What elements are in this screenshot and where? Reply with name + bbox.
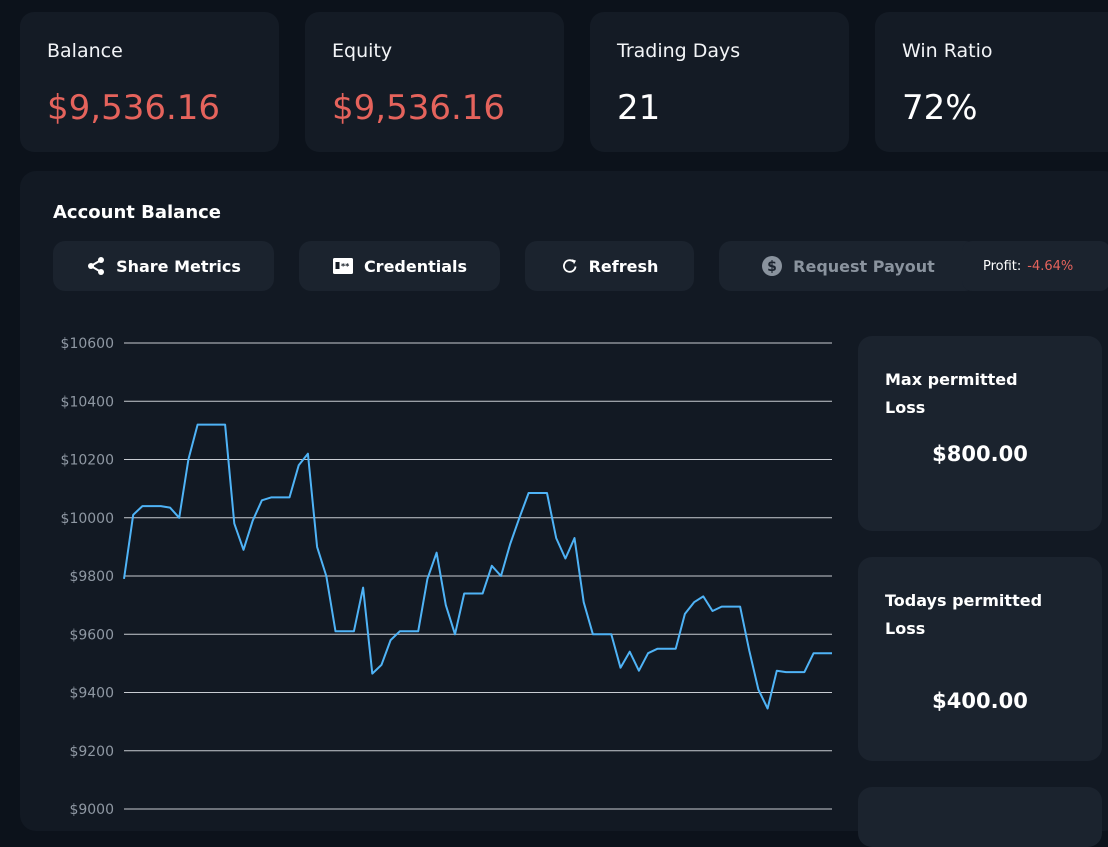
trading-days-value: 21 (617, 88, 661, 128)
y-tick-label: $9600 (69, 627, 114, 643)
request-payout-label: Request Payout (793, 256, 935, 276)
todays-permitted-loss-card: Todays permitted Loss $400.00 (858, 557, 1102, 761)
refresh-button[interactable]: Refresh (525, 241, 694, 291)
share-icon (86, 256, 106, 276)
account-balance-chart: $10600 $10400 $10200 $10000 $9800 $9600 $9400 $… (61, 336, 832, 818)
additional-card (858, 787, 1102, 847)
win-ratio-card: Win Ratio 72% (875, 12, 1108, 152)
refresh-label: Refresh (588, 256, 659, 276)
y-tick-label: $9200 (69, 744, 114, 760)
credentials-icon: ** (332, 257, 354, 275)
share-metrics-button[interactable]: Share Metrics (53, 241, 274, 291)
todays-permitted-loss-title: Todays permitted Loss (885, 591, 1043, 638)
max-permitted-loss-title: Max permitted Loss (885, 370, 1018, 417)
request-payout-button[interactable]: $ Request Payout (719, 241, 977, 291)
max-permitted-loss-card: Max permitted Loss $800.00 (858, 336, 1102, 531)
todays-permitted-loss-value: $400.00 (932, 689, 1028, 713)
account-balance-panel: Account Balance Share Metrics ** Credent… (20, 171, 1108, 847)
equity-label: Equity (332, 40, 393, 62)
credentials-label: Credentials (363, 256, 468, 276)
y-tick-label: $10200 (61, 453, 114, 469)
max-permitted-loss-value: $800.00 (932, 442, 1028, 466)
balance-label: Balance (47, 40, 123, 62)
y-tick-label: $9800 (69, 569, 114, 585)
y-tick-label: $10400 (61, 394, 114, 410)
win-ratio-label: Win Ratio (902, 40, 993, 62)
trading-days-label: Trading Days (617, 40, 741, 62)
profit-label: Profit: (983, 258, 1022, 274)
y-tick-label: $10600 (61, 336, 114, 352)
svg-text:$: $ (767, 259, 777, 275)
dollar-icon: $ (761, 255, 783, 277)
y-tick-label: $9400 (69, 686, 114, 702)
balance-card: Balance $9,536.16 (20, 12, 279, 152)
equity-card: Equity $9,536.16 (305, 12, 564, 152)
win-ratio-value: 72% (902, 88, 978, 128)
y-tick-label: $10000 (61, 511, 114, 527)
panel-title: Account Balance (53, 202, 222, 223)
credentials-button[interactable]: ** Credentials (299, 241, 500, 291)
share-metrics-label: Share Metrics (116, 256, 241, 276)
svg-text:**: ** (341, 262, 350, 271)
balance-value: $9,536.16 (47, 88, 221, 128)
refresh-icon (561, 257, 579, 275)
equity-value: $9,536.16 (332, 88, 506, 128)
trading-days-card: Trading Days 21 (590, 12, 849, 152)
profit-value: -4.64% (1027, 258, 1074, 274)
y-tick-label: $9000 (69, 802, 114, 818)
profit-indicator: Profit: -4.64% (962, 241, 1108, 291)
balance-series-line (123, 423, 832, 710)
